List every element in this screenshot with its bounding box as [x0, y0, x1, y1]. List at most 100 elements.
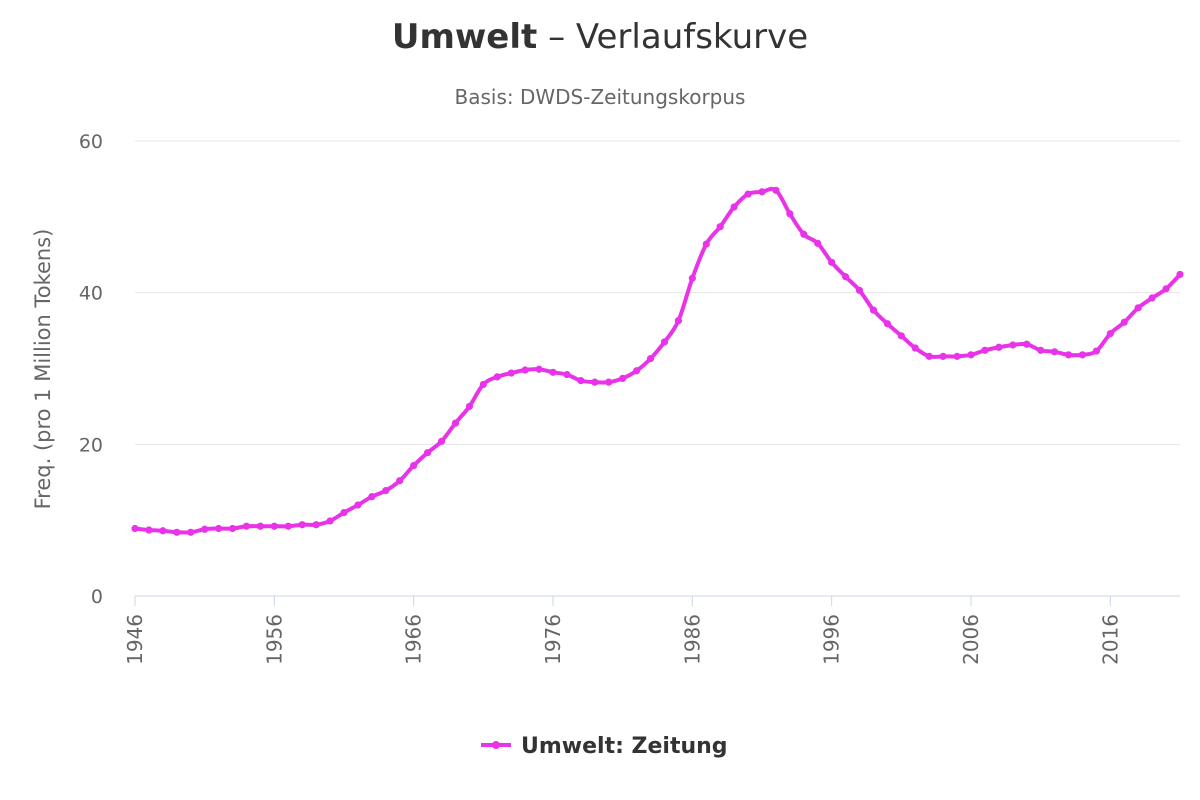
data-point-1955[interactable] — [256, 522, 264, 530]
data-point-1952[interactable] — [215, 524, 223, 533]
data-point-1997[interactable] — [842, 273, 850, 281]
data-point-1985[interactable] — [674, 317, 683, 325]
data-point-2007[interactable] — [981, 346, 989, 354]
data-point-2016[interactable] — [1106, 330, 1114, 338]
data-point-1974[interactable] — [521, 366, 529, 374]
chart-title-rest: Verlaufskurve — [576, 17, 808, 57]
data-point-2020[interactable] — [1162, 285, 1170, 293]
data-point-1977[interactable] — [563, 370, 571, 379]
data-point-1969[interactable] — [451, 419, 460, 427]
data-point-1949[interactable] — [173, 528, 181, 536]
data-point-1978[interactable] — [577, 377, 585, 385]
data-point-1993[interactable] — [786, 210, 794, 218]
chart-title: Umwelt – Verlaufskurve — [392, 17, 808, 57]
data-point-2005[interactable] — [953, 352, 961, 360]
data-point-1966[interactable] — [410, 461, 418, 470]
chart-subtitle: Basis: DWDS-Zeitungskorpus — [455, 85, 746, 109]
data-point-2021[interactable] — [1176, 270, 1184, 279]
x-tick-label-1996: 1996 — [820, 614, 844, 665]
data-point-1946[interactable] — [131, 524, 139, 533]
data-point-1975[interactable] — [535, 365, 543, 373]
series-line-0[interactable] — [133, 186, 1182, 535]
data-point-1962[interactable] — [354, 501, 362, 509]
data-point-1991[interactable] — [758, 188, 766, 196]
data-point-1959[interactable] — [312, 521, 320, 529]
data-point-1956[interactable] — [270, 522, 278, 530]
data-point-1953[interactable] — [228, 524, 237, 533]
chart-title-term: Umwelt — [392, 17, 537, 57]
data-point-1979[interactable] — [591, 378, 599, 386]
data-point-2014[interactable] — [1078, 351, 1087, 359]
data-point-1998[interactable] — [855, 286, 864, 294]
data-point-1948[interactable] — [159, 527, 167, 535]
data-point-2002[interactable] — [911, 344, 919, 352]
data-point-1960[interactable] — [326, 517, 334, 525]
data-point-2003[interactable] — [925, 352, 933, 360]
data-point-1988[interactable] — [716, 223, 724, 231]
y-axis-label: Freq. (pro 1 Million Tokens) — [31, 229, 55, 510]
data-point-1981[interactable] — [619, 374, 627, 382]
data-point-2018[interactable] — [1134, 304, 1142, 312]
y-tick-label-0: 0 — [91, 586, 103, 608]
data-point-2006[interactable] — [967, 351, 975, 359]
data-point-2010[interactable] — [1023, 340, 1031, 348]
legend-label[interactable]: Umwelt: Zeitung — [521, 734, 728, 759]
data-point-1967[interactable] — [424, 449, 432, 457]
data-point-1995[interactable] — [814, 239, 822, 247]
y-tick-label-60: 60 — [79, 131, 103, 153]
data-point-1971[interactable] — [479, 380, 487, 389]
data-point-1980[interactable] — [605, 378, 613, 386]
data-point-1961[interactable] — [340, 508, 348, 517]
data-point-1982[interactable] — [633, 367, 641, 375]
data-point-1950[interactable] — [187, 528, 195, 536]
x-tick-label-1966: 1966 — [402, 614, 426, 665]
data-point-2012[interactable] — [1051, 348, 1059, 356]
y-tick-labels: 0 20 40 60 — [79, 131, 103, 608]
data-point-1990[interactable] — [744, 190, 752, 198]
data-point-1987[interactable] — [702, 240, 710, 248]
data-point-2009[interactable] — [1009, 341, 1017, 349]
data-point-2008[interactable] — [995, 343, 1003, 351]
data-point-1951[interactable] — [201, 525, 209, 533]
x-tick-label-1976: 1976 — [541, 614, 565, 665]
x-tick-label-2016: 2016 — [1098, 614, 1122, 665]
data-point-1954[interactable] — [242, 522, 251, 530]
data-point-1999[interactable] — [869, 306, 878, 314]
data-point-1973[interactable] — [507, 369, 515, 377]
data-point-1963[interactable] — [368, 493, 376, 501]
y-tick-label-20: 20 — [79, 434, 103, 456]
legend[interactable]: Umwelt: Zeitung — [481, 734, 728, 759]
x-tick-label-2006: 2006 — [959, 614, 983, 665]
data-point-1958[interactable] — [298, 521, 306, 529]
data-point-2015[interactable] — [1092, 347, 1100, 355]
data-point-1970[interactable] — [465, 402, 473, 411]
data-point-2004[interactable] — [939, 352, 947, 360]
chart-title-separator: – — [537, 17, 576, 57]
data-point-1972[interactable] — [493, 373, 501, 381]
data-point-1983[interactable] — [646, 355, 655, 363]
data-point-1965[interactable] — [396, 477, 404, 485]
data-point-2017[interactable] — [1120, 318, 1128, 326]
data-point-1984[interactable] — [660, 338, 669, 346]
data-point-1947[interactable] — [145, 526, 153, 534]
x-tick-label-1986: 1986 — [680, 614, 704, 665]
grid-lines — [135, 140, 1180, 597]
data-point-1992[interactable] — [772, 186, 780, 194]
x-tick-labels: 1946 1956 1966 1976 1986 1996 2006 2016 — [123, 596, 1122, 665]
data-point-2019[interactable] — [1148, 294, 1156, 302]
legend-marker-symbol — [492, 741, 500, 749]
series-layer — [131, 186, 1184, 536]
data-point-1996[interactable] — [828, 258, 836, 266]
data-point-2000[interactable] — [883, 320, 892, 328]
data-point-1986[interactable] — [688, 274, 696, 282]
data-point-1989[interactable] — [730, 203, 738, 211]
data-point-1968[interactable] — [437, 437, 446, 445]
data-point-1964[interactable] — [382, 486, 390, 495]
data-point-1994[interactable] — [800, 230, 808, 238]
data-point-1976[interactable] — [549, 368, 557, 376]
data-point-2013[interactable] — [1064, 351, 1073, 359]
data-point-2001[interactable] — [897, 332, 905, 340]
data-point-1957[interactable] — [284, 522, 292, 530]
data-point-2011[interactable] — [1037, 346, 1045, 354]
